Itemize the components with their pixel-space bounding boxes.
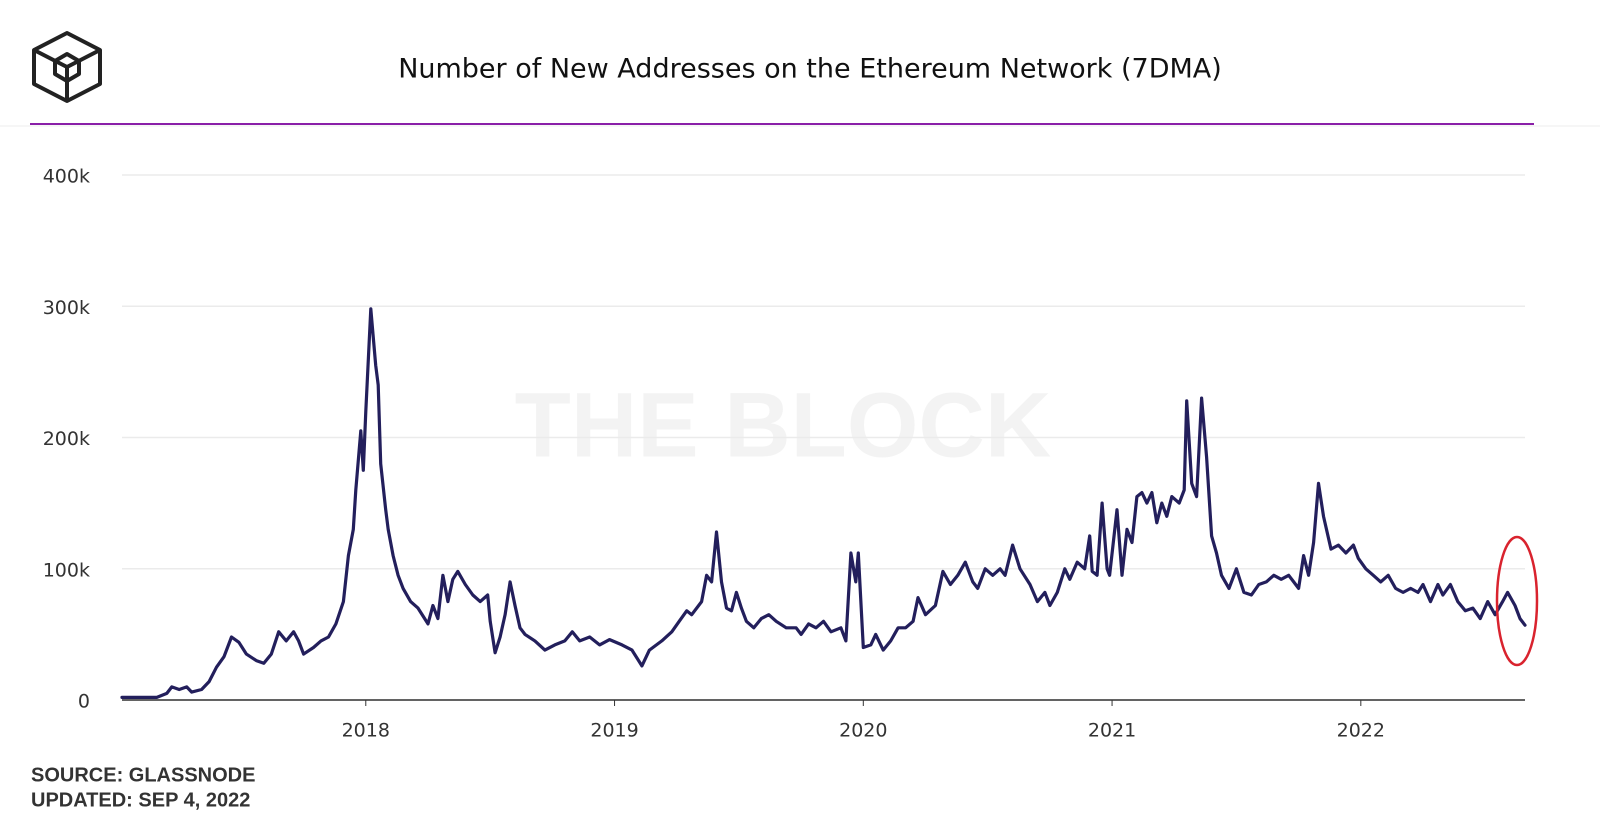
y-tick-label: 400k [43, 166, 90, 188]
y-tick-label: 200k [43, 428, 90, 450]
x-tick-label: 2022 [1337, 720, 1385, 742]
x-tick-label: 2020 [839, 720, 887, 742]
x-tick-label: 2019 [590, 720, 638, 742]
plot-area: 0 100k 200k 300k 400k 2018 2019 2020 2021 2022 [43, 166, 1527, 742]
x-tick-label: 2018 [342, 720, 390, 742]
source-note: SOURCE: GLASSNODE [31, 764, 255, 786]
chart-title: Number of New Addresses on the Ethereum … [398, 54, 1222, 85]
y-tick-label: 0 [78, 691, 90, 713]
updated-note: UPDATED: SEP 4, 2022 [31, 789, 250, 811]
x-tick-label: 2021 [1088, 720, 1136, 742]
logo [32, 31, 102, 103]
data-line [120, 307, 1527, 699]
highlight-circle [1495, 535, 1539, 667]
watermark: THE BLOCK [515, 374, 1052, 476]
y-tick-label: 100k [43, 559, 90, 581]
y-tick-label: 300k [43, 297, 90, 319]
